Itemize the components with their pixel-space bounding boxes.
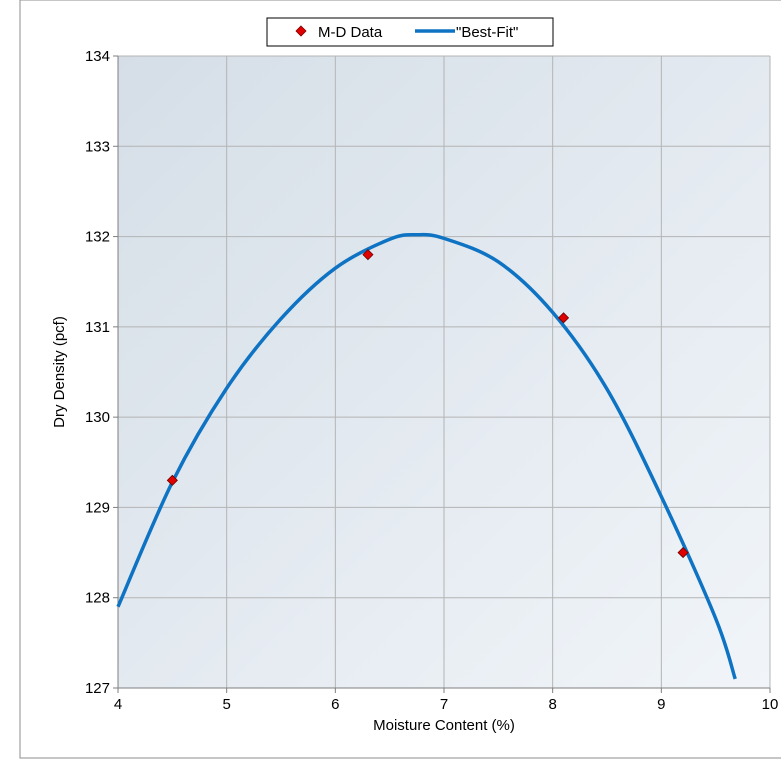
y-tick-label: 128	[85, 590, 110, 607]
best-fit-curve	[116, 232, 737, 680]
data-point-marker	[166, 474, 178, 486]
legend-label-md-data: M-D Data	[318, 24, 383, 41]
legend: M-D Data "Best-Fit"	[266, 17, 554, 47]
y-tick-label: 130	[85, 409, 110, 426]
x-tick-label: 8	[548, 696, 556, 713]
y-axis-title: Dry Density (pcf)	[51, 316, 68, 428]
legend-diamond-icon	[295, 25, 307, 37]
data-point-marker	[362, 249, 374, 261]
y-tick-labels: 127 128 129 130 131 132 133 134	[85, 48, 110, 697]
x-axis-title: Moisture Content (%)	[373, 717, 515, 734]
x-tick-label: 6	[331, 696, 339, 713]
x-tick-label: 5	[222, 696, 230, 713]
best-fit-series	[116, 232, 737, 680]
y-tick-label: 134	[85, 48, 110, 65]
data-point-marker	[557, 312, 570, 324]
data-point-marker	[677, 547, 689, 559]
legend-box	[266, 17, 554, 47]
y-tick-label: 133	[85, 138, 110, 155]
x-tick-label: 9	[657, 696, 665, 713]
y-tick-label: 129	[85, 499, 110, 516]
y-tick-label: 131	[85, 319, 110, 336]
x-tick-label: 7	[440, 696, 448, 713]
axes	[113, 55, 771, 693]
y-tick-label: 127	[85, 680, 110, 697]
x-tick-label: 4	[114, 696, 122, 713]
md-data-series	[166, 249, 689, 559]
legend-label-best-fit: "Best-Fit"	[456, 24, 518, 41]
x-tick-label: 10	[762, 696, 779, 713]
y-tick-label: 132	[85, 229, 110, 246]
x-tick-labels: 4 5 6 7 8 9 10	[114, 696, 779, 713]
